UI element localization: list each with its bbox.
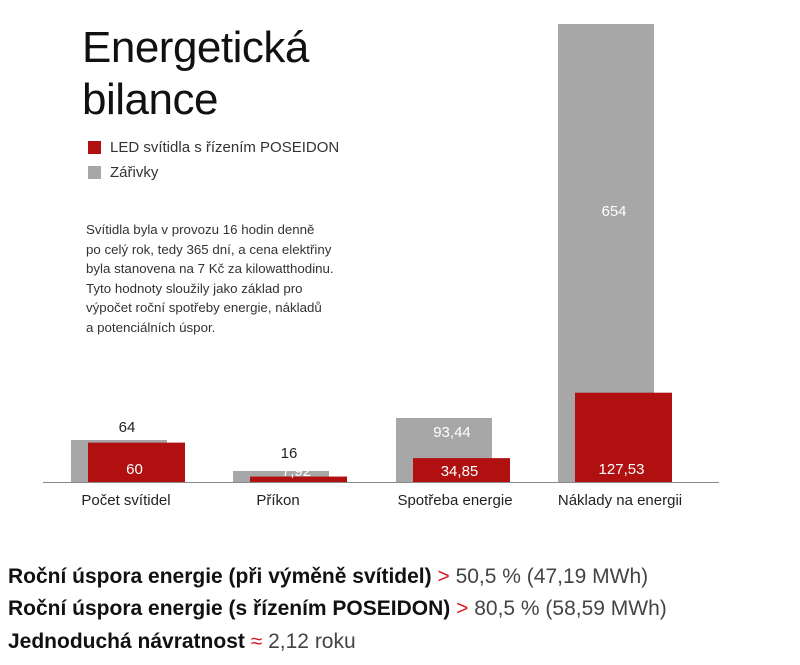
title-line-1: Energetická bbox=[82, 23, 309, 72]
description-line: Tyto hodnoty sloužily jako základ pro bbox=[86, 280, 303, 296]
data-label-fluorescent: 654 bbox=[601, 203, 626, 220]
title-line-2: bilance bbox=[82, 75, 218, 124]
category-label: Náklady na energii bbox=[558, 492, 682, 509]
stat-energy-saving-replacement: Roční úspora energie (při výměně svítide… bbox=[8, 565, 648, 589]
data-label-led: 7,92 bbox=[282, 463, 311, 480]
bar-led bbox=[413, 458, 510, 482]
stat-label: Roční úspora energie (při výměně svítide… bbox=[8, 565, 432, 588]
legend-swatch-fluorescent bbox=[88, 166, 101, 179]
stat-value: 50,5 % (47,19 MWh) bbox=[455, 565, 649, 588]
legend-label-fluorescent: Zářivky bbox=[110, 164, 159, 181]
category-label: Spotřeba energie bbox=[397, 492, 512, 509]
description-line: a potenciálních úspor. bbox=[86, 319, 216, 335]
bar-led bbox=[88, 442, 185, 482]
stat-payback: Jednoduchá návratnost ≈ 2,12 roku bbox=[8, 630, 356, 654]
bar-led bbox=[250, 476, 347, 482]
description-line: byla stanovena na 7 Kč za kilowatthodinu… bbox=[86, 261, 334, 277]
stat-symbol: > bbox=[456, 597, 469, 620]
bar-fluorescent bbox=[233, 471, 329, 482]
bar-chart: 64 60 Počet svítidel 167,92 Příkon 93,44 34,85… bbox=[43, 24, 719, 509]
description-text: Svítidla byla v provozu 16 hodin denně p… bbox=[86, 220, 396, 338]
category-label: Počet svítidel bbox=[81, 492, 170, 509]
data-label-fluorescent: 93,44 bbox=[433, 424, 471, 441]
category-label: Příkon bbox=[256, 492, 299, 509]
data-label-led: 127,53 bbox=[599, 461, 645, 478]
bar-led bbox=[575, 392, 672, 482]
description-line: výpočet roční spotřeby energie, nákladů bbox=[86, 300, 322, 316]
description-line: Svítidla byla v provozu 16 hodin denně bbox=[86, 222, 315, 237]
legend-swatch-led bbox=[88, 141, 101, 154]
stat-value: 2,12 roku bbox=[268, 630, 356, 653]
data-label-fluorescent: 16 bbox=[281, 445, 298, 462]
data-label-fluorescent: 64 bbox=[119, 419, 136, 436]
description-line: po celý rok, tedy 365 dní, a cena elektř… bbox=[86, 241, 332, 257]
stat-label: Jednoduchá návratnost bbox=[8, 630, 245, 653]
stat-value: 80,5 % (58,59 MWh) bbox=[474, 597, 667, 620]
stat-symbol: ≈ bbox=[250, 630, 263, 653]
data-label-led: 60 bbox=[126, 461, 143, 478]
stat-energy-saving-poseidon: Roční úspora energie (s řízením POSEIDON… bbox=[8, 597, 667, 621]
stat-symbol: > bbox=[437, 565, 450, 588]
legend-label-led: LED svítidla s řízením POSEIDON bbox=[110, 139, 340, 156]
stat-label: Roční úspora energie (s řízením POSEIDON… bbox=[8, 597, 451, 620]
chart-title: Energetická bilance bbox=[82, 22, 382, 126]
data-label-led: 34,85 bbox=[441, 463, 479, 480]
